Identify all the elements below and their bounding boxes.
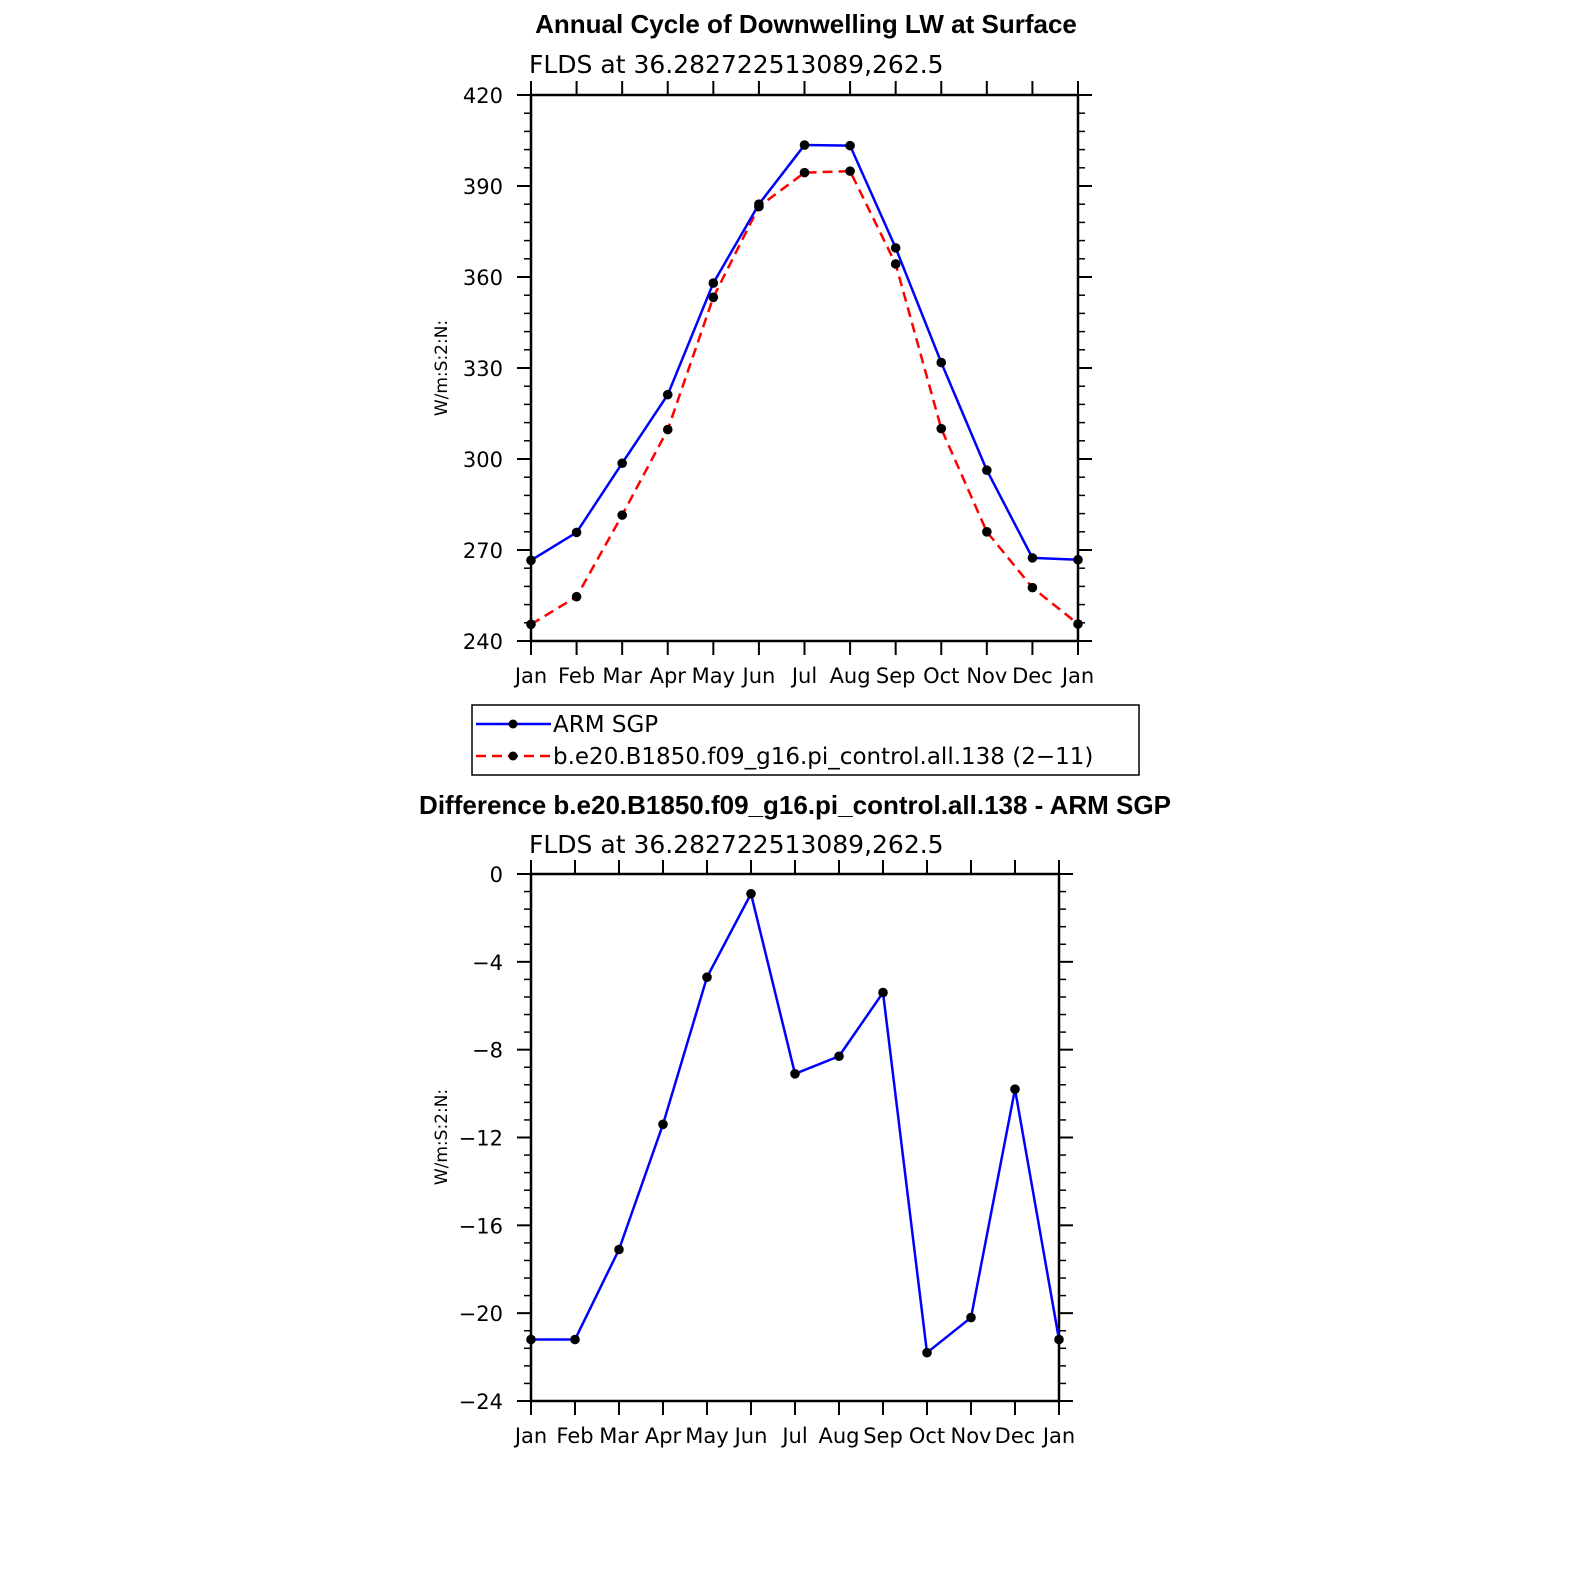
data-point [617,458,627,469]
data-point [662,424,673,435]
data-point [658,1119,668,1130]
y-axis-label: W/m:S:2:N: [432,1089,452,1185]
annual-cycle-chart: Annual Cycle of Downwelling LW at Surfac… [432,9,1094,688]
plot-area: Jan Feb Mar Apr May Jun Jul Aug Sep Oct Nov Dec Jan−… [459,860,1075,1448]
legend-box [471,704,1140,776]
x-tick-label: Dec [1012,664,1053,688]
data-point [1073,619,1083,629]
difference-chart: Difference b.e20.B1850.f09_g16.pi_contro… [419,790,1171,1448]
x-tick-label: Jul [780,1424,807,1448]
series-line [530,169,1079,626]
y-tick-label: −8 [472,1039,503,1063]
y-tick-label: 0 [490,863,503,887]
x-tick-label: Jan [1041,1424,1075,1448]
data-point [890,243,901,253]
data-point [922,1347,932,1358]
y-tick-label: 420 [463,84,503,108]
data-point [982,527,992,537]
y-tick-label: −20 [459,1302,503,1326]
data-point [834,1051,844,1062]
data-point [571,527,582,538]
x-tick-label: Jun [733,1424,768,1448]
data-point [845,166,855,176]
data-point [936,357,947,368]
y-tick-label: −4 [472,951,503,975]
data-point [571,591,582,602]
chart-title: Annual Cycle of Downwelling LW at Surfac… [535,9,1077,39]
x-tick-label: Aug [818,1424,859,1448]
x-tick-label: Mar [599,1424,639,1448]
data-point [662,389,673,400]
x-tick-label: Jun [741,664,776,688]
x-tick-label: Nov [966,664,1007,688]
y-axis-label: W/m:S:2:N: [432,320,452,416]
data-point [526,1334,536,1345]
chart-title: Difference b.e20.B1850.f09_g16.pi_contro… [419,790,1171,820]
legend-marker-model [508,751,518,761]
data-point [982,465,992,476]
y-tick-label: −12 [459,1127,503,1151]
data-point [878,987,888,998]
y-tick-label: 390 [463,175,503,199]
x-tick-label: Sep [863,1424,903,1448]
data-point [1073,554,1083,565]
data-point [845,140,855,151]
legend-label-model: b.e20.B1850.f09_g16.pi_control.all.138 (… [553,744,1093,770]
x-tick-label: Aug [830,664,871,688]
data-point [617,510,627,520]
y-tick-label: 360 [463,266,503,290]
y-tick-label: 270 [463,539,503,563]
x-tick-label: Jan [513,1424,547,1448]
plot-frame [529,872,1061,1403]
data-point [799,167,810,178]
data-point [702,972,712,983]
data-point [936,423,947,434]
series-line [531,892,1061,1354]
data-point [570,1334,580,1345]
data-point [526,555,536,566]
x-tick-label: Oct [909,1424,945,1448]
x-tick-label: Apr [650,664,687,688]
data-point [1010,1084,1020,1094]
x-tick-label: May [692,664,735,688]
legend-marker-arm-sgp [508,719,518,729]
data-point [790,1069,800,1079]
data-point [614,1244,624,1255]
y-tick-label: 240 [463,630,503,654]
data-point [890,259,901,269]
x-tick-label: Feb [558,664,595,688]
data-point [1027,553,1038,563]
data-point [799,140,810,150]
legend: ARM SGP b.e20.B1850.f09_g16.pi_control.a… [471,704,1140,776]
chart-subtitle: FLDS at 36.282722513089,262.5 [529,50,944,79]
x-tick-label: Feb [556,1424,593,1448]
x-tick-label: Nov [951,1424,992,1448]
data-point [746,888,756,899]
y-tick-label: 330 [463,357,503,381]
x-tick-label: Mar [602,664,642,688]
x-tick-label: May [685,1424,728,1448]
data-point [526,619,536,630]
data-point [754,201,764,212]
legend-label-arm-sgp: ARM SGP [553,712,658,738]
x-tick-label: Dec [995,1424,1036,1448]
chart-subtitle: FLDS at 36.282722513089,262.5 [529,830,944,859]
x-tick-label: Sep [876,664,916,688]
data-point [708,278,719,288]
y-tick-label: −24 [459,1390,503,1414]
y-tick-label: 300 [463,448,503,472]
y-tick-label: −16 [459,1214,503,1238]
x-tick-label: Apr [645,1424,682,1448]
x-tick-label: Oct [923,664,959,688]
x-tick-label: Jan [1060,664,1094,688]
x-tick-label: Jul [790,664,817,688]
series-line [530,143,1079,562]
data-point [966,1312,976,1323]
data-point [1054,1334,1064,1345]
data-point [1027,582,1038,593]
x-tick-label: Jan [513,664,547,688]
plot-area: Jan Feb Mar Apr May Jun Jul Aug Sep Oct Nov Dec Jan 2… [463,81,1094,688]
data-point [708,292,719,303]
